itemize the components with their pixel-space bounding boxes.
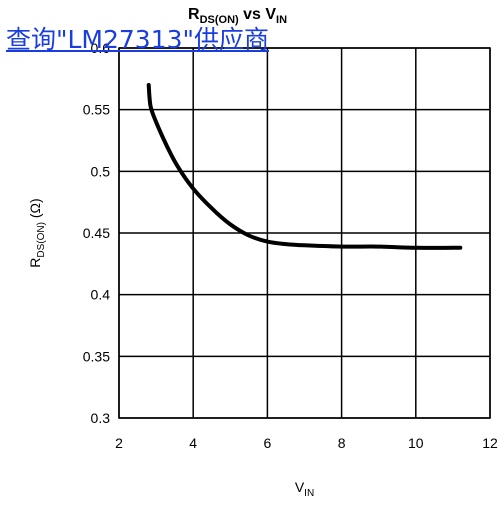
y-tick-labels: 0.3 0.35 0.4 0.45 0.5 0.55 0.6	[83, 40, 110, 426]
series-line-0	[146, 83, 463, 250]
y-tick-label-2: 0.4	[91, 287, 111, 303]
x-tick-label-1: 4	[189, 435, 197, 451]
y-tick-label-5: 0.55	[83, 102, 110, 118]
x-tick-label-4: 10	[408, 435, 424, 451]
y-tick-label-4: 0.5	[91, 163, 111, 179]
supplier-query-link[interactable]: 查询"LM27313"供应商	[6, 25, 270, 54]
x-tick-label-3: 8	[338, 435, 346, 451]
y-axis-label: RDS(ON) (Ω)	[27, 198, 47, 267]
series-layer	[146, 83, 463, 250]
y-tick-label-1: 0.35	[83, 348, 110, 364]
x-tick-label-5: 12	[482, 435, 498, 451]
plot-frame	[118, 47, 491, 419]
x-tick-label-2: 6	[264, 435, 272, 451]
x-tick-label-0: 2	[115, 435, 123, 451]
chart-title: RDS(ON) vs VIN	[188, 6, 288, 26]
x-axis-label: VIN	[295, 479, 314, 499]
x-tick-labels: 2 4 6 8 10 12	[115, 435, 498, 451]
y-tick-label-6: 0.6	[91, 40, 111, 56]
grid-lines	[118, 47, 491, 419]
y-tick-label-0: 0.3	[91, 410, 111, 426]
y-tick-label-3: 0.45	[83, 225, 110, 241]
